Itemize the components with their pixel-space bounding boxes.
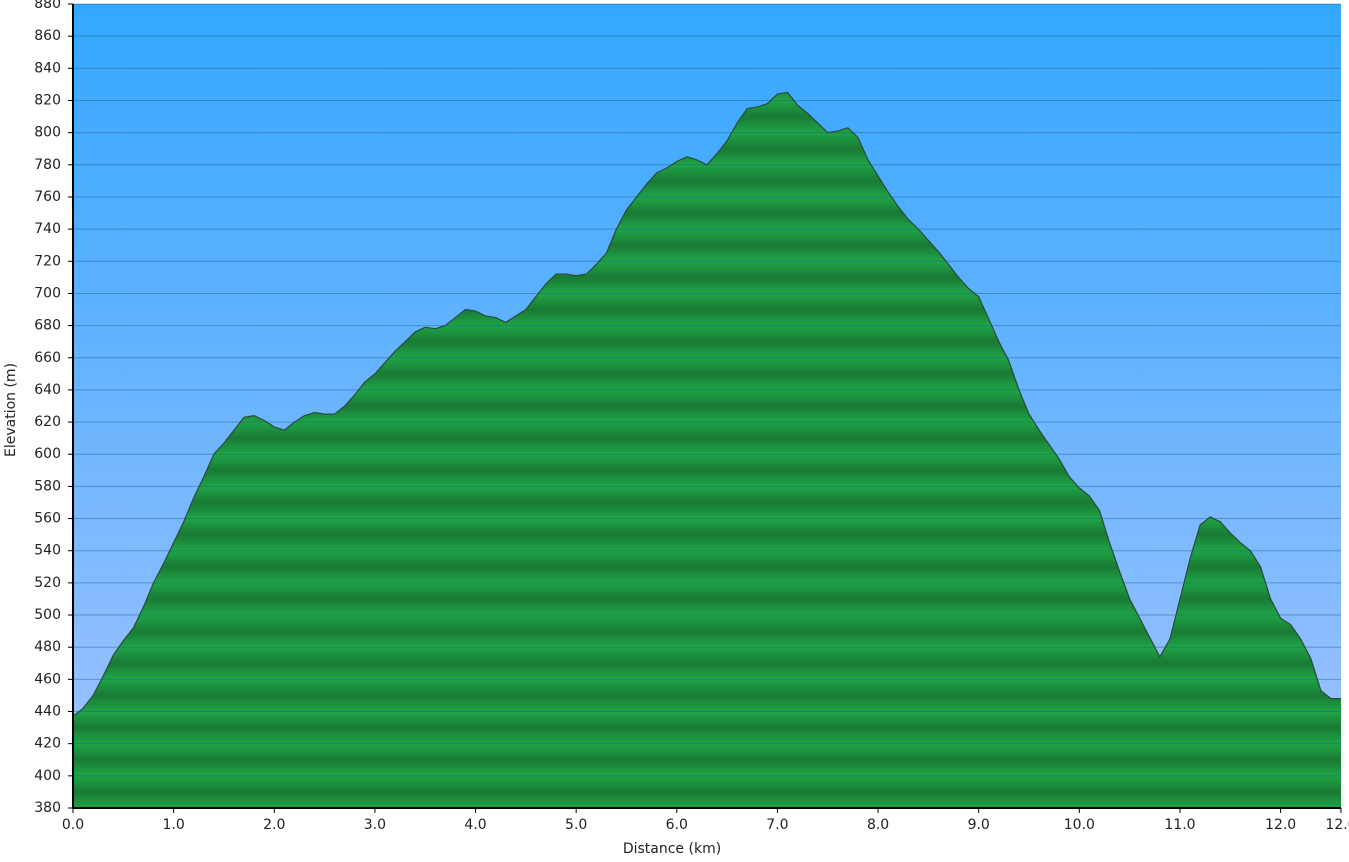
y-tick-label: 640 bbox=[34, 382, 61, 398]
y-tick-label: 800 bbox=[34, 125, 61, 141]
y-tick-label: 760 bbox=[34, 189, 61, 205]
x-tick-label: 3.0 bbox=[364, 817, 386, 833]
y-tick-label: 420 bbox=[34, 736, 61, 752]
x-tick-label: 12.6 bbox=[1325, 817, 1349, 833]
x-axis-label: Distance (km) bbox=[623, 841, 721, 857]
y-tick-label: 600 bbox=[34, 446, 61, 462]
x-tick-label: 8.0 bbox=[867, 817, 889, 833]
y-tick-label: 540 bbox=[34, 543, 61, 559]
y-tick-label: 660 bbox=[34, 350, 61, 366]
x-tick-label: 4.0 bbox=[464, 817, 486, 833]
y-tick-label: 480 bbox=[34, 639, 61, 655]
y-tick-label: 700 bbox=[34, 285, 61, 301]
y-tick-label: 680 bbox=[34, 318, 61, 334]
y-tick-label: 620 bbox=[34, 414, 61, 430]
y-tick-label: 780 bbox=[34, 157, 61, 173]
x-tick-label: 5.0 bbox=[565, 817, 587, 833]
y-tick-label: 380 bbox=[34, 800, 61, 816]
elevation-area bbox=[73, 92, 1341, 808]
y-tick-label: 880 bbox=[34, 0, 61, 12]
y-tick-label: 580 bbox=[34, 478, 61, 494]
y-tick-label: 560 bbox=[34, 511, 61, 527]
y-tick-label: 460 bbox=[34, 671, 61, 687]
y-tick-label: 860 bbox=[34, 28, 61, 44]
x-tick-label: 7.0 bbox=[766, 817, 788, 833]
x-tick-label: 2.0 bbox=[263, 817, 285, 833]
y-tick-label: 740 bbox=[34, 221, 61, 237]
x-tick-label: 0.0 bbox=[62, 817, 84, 833]
x-tick-label: 12.0 bbox=[1265, 817, 1296, 833]
x-tick-label: 9.0 bbox=[968, 817, 990, 833]
elevation-line bbox=[72, 91, 1341, 717]
y-tick-label: 500 bbox=[34, 607, 61, 623]
y-tick-label: 840 bbox=[34, 60, 61, 76]
x-tick-label: 1.0 bbox=[163, 817, 185, 833]
y-axis-label: Elevation (m) bbox=[3, 363, 19, 457]
x-tick-label: 6.0 bbox=[666, 817, 688, 833]
y-tick-label: 720 bbox=[34, 253, 61, 269]
y-tick-label: 440 bbox=[34, 704, 61, 720]
y-tick-label: 400 bbox=[34, 768, 61, 784]
x-tick-label: 10.0 bbox=[1064, 817, 1095, 833]
y-tick-label: 520 bbox=[34, 575, 61, 591]
x-tick-label: 11.0 bbox=[1164, 817, 1195, 833]
y-tick-label: 820 bbox=[34, 92, 61, 108]
